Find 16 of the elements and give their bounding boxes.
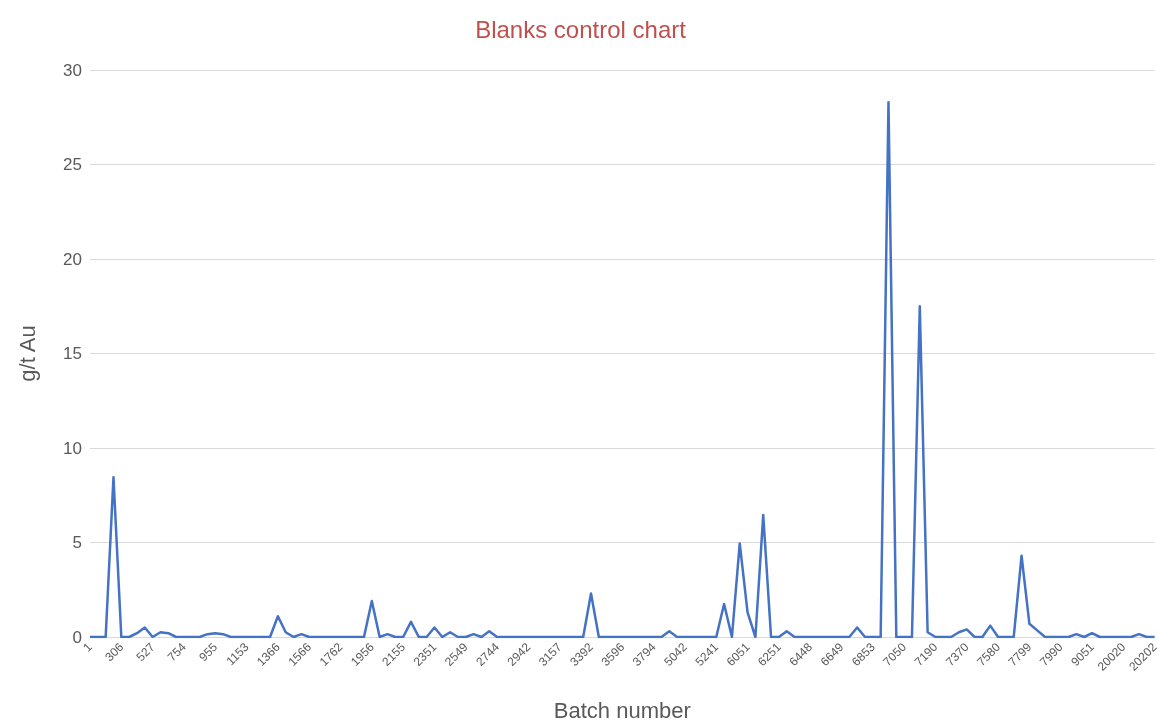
- x-axis-title: Batch number: [553, 697, 691, 723]
- chart-title: Blanks control chart: [475, 15, 687, 43]
- line-series: [88, 100, 1156, 639]
- x-tick-label: 527: [133, 639, 158, 665]
- y-tick-label: 30: [63, 60, 82, 80]
- y-tick-label: 20: [63, 249, 82, 269]
- y-tick-label: 10: [63, 438, 82, 458]
- x-tick-label: 955: [196, 639, 221, 665]
- y-tick-label: 0: [72, 627, 82, 647]
- x-tick-label: 754: [164, 639, 190, 665]
- y-tick-label: 25: [63, 155, 82, 174]
- x-tick-label: 1: [80, 639, 96, 655]
- y-tick-label: 5: [72, 533, 82, 552]
- x-tick-label: 306: [102, 639, 127, 665]
- y-axis-title: g/t Au: [14, 325, 40, 382]
- y-tick-label: 15: [63, 344, 82, 363]
